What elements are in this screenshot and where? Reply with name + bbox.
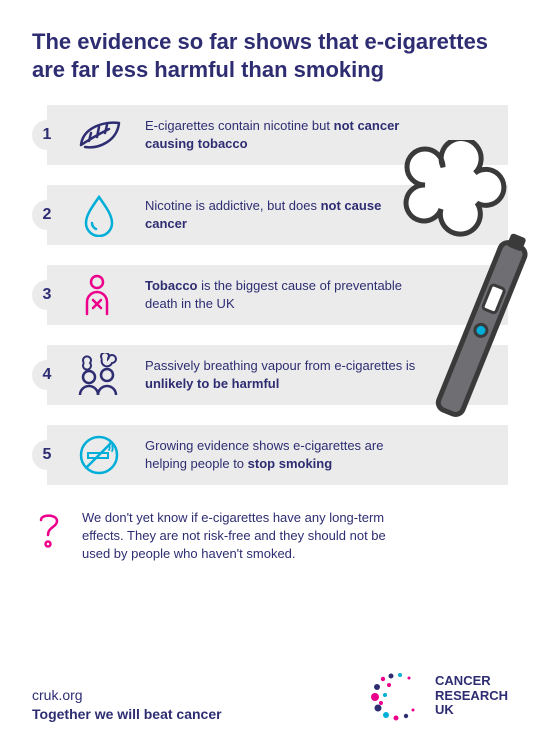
page-title: The evidence so far shows that e-cigaret… xyxy=(32,28,508,83)
fact-text: Tobacco is the biggest cause of preventa… xyxy=(145,277,425,312)
fact-bar: Growing evidence shows e-cigarettes are … xyxy=(47,425,508,485)
caveat-block: We don't yet know if e-cigarettes have a… xyxy=(32,509,508,564)
fact-text: Nicotine is addictive, but does not caus… xyxy=(145,197,425,232)
footer-tagline: Together we will beat cancer xyxy=(32,705,222,725)
fact-bar: Tobacco is the biggest cause of preventa… xyxy=(47,265,508,325)
footer-url: cruk.org xyxy=(32,686,222,706)
logo-line-2: RESEARCH xyxy=(435,689,508,704)
logo-line-3: UK xyxy=(435,703,508,718)
logo-line-1: CANCER xyxy=(435,674,508,689)
fact-row: 1 E-cigarettes contain nicotine but not … xyxy=(32,105,508,165)
facts-list: 1 E-cigarettes contain nicotine but not … xyxy=(32,105,508,485)
fact-number-badge: 2 xyxy=(32,200,62,230)
person-x-icon xyxy=(73,272,125,318)
leaf-icon xyxy=(73,112,125,158)
fact-row: 4 Passively breathing vapour from e-ciga… xyxy=(32,345,508,405)
caveat-text: We don't yet know if e-cigarettes have a… xyxy=(82,509,412,564)
fact-row: 3 Tobacco is the biggest cause of preven… xyxy=(32,265,508,325)
fact-number-badge: 4 xyxy=(32,360,62,390)
fact-text: E-cigarettes contain nicotine but not ca… xyxy=(145,117,425,152)
fact-bar: Passively breathing vapour from e-cigare… xyxy=(47,345,508,405)
fact-text: Growing evidence shows e-cigarettes are … xyxy=(145,437,425,472)
cruk-logo: CANCER RESEARCH UK xyxy=(367,667,508,725)
drop-icon xyxy=(73,192,125,238)
fact-number-badge: 1 xyxy=(32,120,62,150)
fact-bar: E-cigarettes contain nicotine but not ca… xyxy=(47,105,508,165)
people-vape-icon xyxy=(73,352,125,398)
footer: cruk.org Together we will beat cancer xyxy=(32,667,508,725)
fact-number-badge: 5 xyxy=(32,440,62,470)
question-icon xyxy=(36,511,64,560)
logo-mark-icon xyxy=(367,667,425,725)
fact-number-badge: 3 xyxy=(32,280,62,310)
fact-row: 2 Nicotine is addictive, but does not ca… xyxy=(32,185,508,245)
no-smoking-icon xyxy=(73,432,125,478)
fact-bar: Nicotine is addictive, but does not caus… xyxy=(47,185,508,245)
fact-text: Passively breathing vapour from e-cigare… xyxy=(145,357,425,392)
fact-row: 5 Growing evidence shows e-cigarettes ar… xyxy=(32,425,508,485)
